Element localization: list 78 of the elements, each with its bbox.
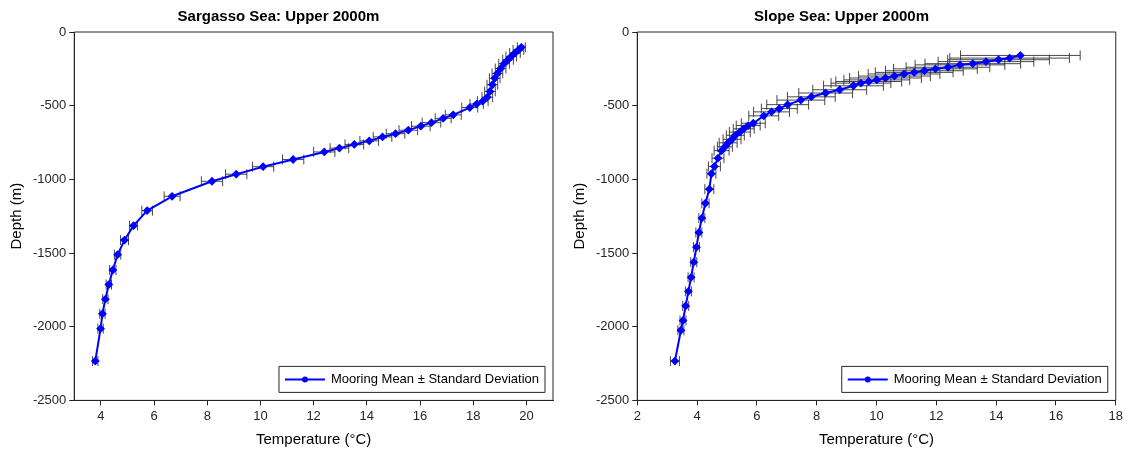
- point: [994, 55, 1003, 64]
- point: [350, 140, 359, 149]
- point: [1016, 51, 1025, 60]
- point: [735, 128, 744, 137]
- x-tick-label: 10: [869, 407, 884, 423]
- point: [404, 126, 413, 135]
- point: [796, 96, 805, 105]
- y-tick-label: -1500: [33, 244, 67, 260]
- x-axis-title: Temperature (°C): [256, 430, 372, 448]
- point: [910, 68, 919, 77]
- y-tick-label: -1000: [596, 170, 630, 186]
- x-tick-label: 4: [693, 407, 701, 423]
- x-tick-label: 16: [1048, 407, 1064, 423]
- x-tick-label: 2: [633, 407, 641, 423]
- y-tick-label: -1500: [596, 244, 630, 260]
- point: [416, 122, 425, 131]
- x-tick-label: 6: [753, 407, 761, 423]
- point: [835, 85, 844, 94]
- point: [872, 75, 881, 84]
- y-axis-title: Depth (m): [7, 182, 25, 250]
- point: [890, 72, 899, 81]
- point: [783, 100, 792, 109]
- x-tick-label: 4: [97, 407, 105, 423]
- x-tick-label: 18: [1108, 407, 1123, 423]
- y-tick-label: -2500: [33, 391, 67, 407]
- point: [767, 107, 776, 116]
- point: [931, 64, 940, 73]
- point: [335, 144, 344, 153]
- y-tick-label: -2500: [596, 391, 630, 407]
- x-tick-label: 14: [359, 407, 375, 423]
- y-axis-title: Depth (m): [570, 182, 588, 250]
- point: [378, 132, 387, 141]
- point: [427, 118, 436, 127]
- y-tick-label: -500: [40, 97, 67, 113]
- point: [821, 89, 830, 98]
- y-tick-label: 0: [622, 23, 630, 39]
- point: [289, 155, 298, 164]
- point: [900, 70, 909, 78]
- point: [807, 92, 816, 101]
- x-tick-label: 12: [306, 407, 321, 423]
- point: [920, 66, 929, 75]
- chart-title: Slope Sea: Upper 2000m: [753, 7, 930, 25]
- point: [1005, 54, 1014, 63]
- point: [856, 79, 865, 88]
- point: [391, 129, 400, 138]
- x-tick-label: 12: [929, 407, 944, 423]
- x-tick-label: 18: [465, 407, 481, 423]
- x-tick-label: 20: [519, 407, 534, 423]
- y-tick-label: 0: [59, 23, 67, 39]
- x-tick-label: 8: [203, 407, 211, 423]
- point: [881, 73, 890, 82]
- point: [968, 59, 977, 68]
- point: [365, 136, 374, 145]
- x-axis-title: Temperature (°C): [818, 430, 935, 448]
- x-tick-label: 10: [253, 407, 268, 423]
- point: [775, 104, 784, 113]
- x-tick-label: 14: [988, 407, 1004, 423]
- legend-label: Mooring Mean ± Standard Deviation: [893, 370, 1102, 386]
- y-tick-label: -2000: [33, 318, 67, 334]
- y-tick-label: -500: [603, 97, 630, 113]
- point: [943, 63, 952, 72]
- point: [259, 162, 268, 171]
- x-tick-label: 6: [150, 407, 158, 423]
- point: [208, 177, 217, 186]
- chart-title: Sargasso Sea: Upper 2000m: [177, 7, 380, 25]
- x-tick-label: 16: [412, 407, 428, 423]
- point: [849, 81, 858, 90]
- x-tick-label: 8: [813, 407, 821, 423]
- point: [232, 170, 241, 179]
- point: [728, 135, 737, 144]
- y-tick-label: -1000: [33, 170, 67, 186]
- point: [981, 57, 990, 66]
- point: [320, 147, 329, 156]
- y-tick-label: -2000: [596, 318, 630, 334]
- legend-label: Mooring Mean ± Standard Deviation: [330, 370, 540, 386]
- point: [759, 111, 768, 120]
- point: [955, 60, 964, 69]
- point: [864, 77, 873, 86]
